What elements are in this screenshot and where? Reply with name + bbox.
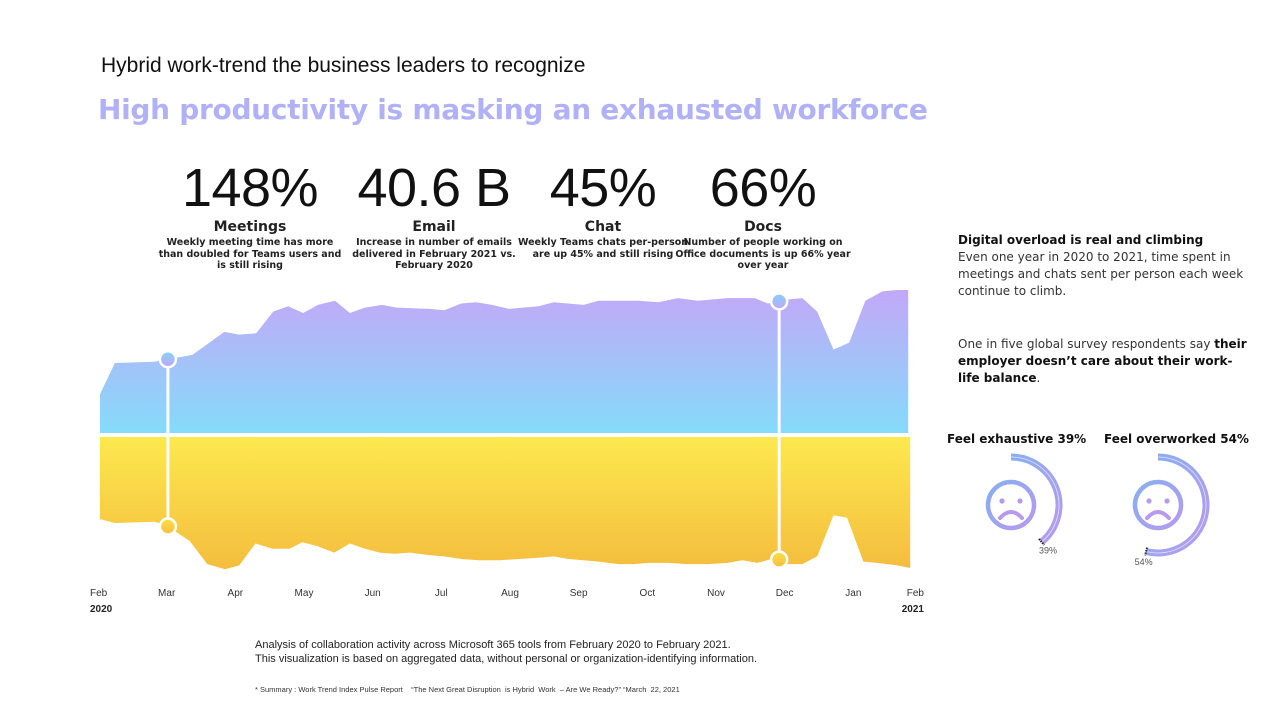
stat-description: Weekly Teams chats per-person are up 45%… — [517, 237, 689, 260]
source-citation: * Summary : Work Trend Index Pulse Repor… — [255, 685, 680, 694]
x-tick-label: Mar — [158, 588, 176, 599]
overload-title: Digital overload is real and climbing — [958, 233, 1204, 247]
x-tick-label: Jan — [845, 588, 861, 599]
stat-value: 66% — [709, 158, 817, 218]
gauge-end-marker — [1038, 538, 1045, 546]
lower-activity-area — [100, 435, 911, 570]
x-tick-label: Feb — [907, 588, 925, 599]
stat-value: 45% — [549, 158, 657, 218]
overload-text: Even one year in 2020 to 2021, time spen… — [958, 250, 1244, 298]
stat-description: Increase in number of emails delivered i… — [352, 237, 516, 271]
stat-email: 40.6 B Email Increase in number of email… — [339, 158, 529, 272]
page-subtitle: Hybrid work-trend the business leaders t… — [101, 54, 586, 77]
highlight-dot-bottom-dec — [769, 550, 789, 569]
highlight-dot-top-mar — [158, 350, 178, 369]
stat-meetings: 148% Meetings Weekly meeting time has mo… — [155, 158, 345, 272]
gauge-overworked: 54% — [1132, 453, 1210, 567]
x-year-start: 2020 — [90, 604, 113, 615]
gauge-arc-highlight — [1145, 456, 1207, 554]
gauge-title-overworked: Feel overworked 54% — [1104, 432, 1249, 446]
highlight-dot-top-dec — [769, 292, 789, 311]
overload-text-block: Digital overload is real and climbing Ev… — [958, 232, 1248, 300]
stat-label: Docs — [744, 219, 782, 235]
page-headline: High productivity is masking an exhauste… — [98, 93, 928, 126]
x-tick-label: Oct — [640, 588, 656, 599]
stat-value: 148% — [181, 158, 319, 218]
x-tick-label: Apr — [228, 588, 244, 599]
stat-value: 40.6 B — [357, 158, 511, 218]
sad-face-icon — [985, 479, 1037, 531]
x-year-end: 2021 — [902, 604, 925, 615]
x-tick-label: May — [295, 588, 314, 599]
x-tick-label: Jun — [365, 588, 381, 599]
stat-label: Chat — [584, 219, 622, 235]
stat-label: Email — [412, 219, 456, 235]
gauge-arc-highlight — [1010, 456, 1060, 543]
x-tick-label: Aug — [501, 588, 519, 599]
survey-text-bold: their employer doesn’t care about their … — [958, 337, 1247, 385]
gauge-percent-label: 54% — [1135, 557, 1153, 567]
highlight-dot-bottom-mar — [158, 517, 178, 536]
survey-text: One in five global survey respondents sa… — [958, 337, 1215, 351]
gauge-exhaustive: 39% — [985, 453, 1063, 556]
stat-label: Meetings — [213, 219, 287, 235]
survey-text-block: One in five global survey respondents sa… — [958, 336, 1248, 387]
x-tick-label: Feb — [90, 588, 108, 599]
x-tick-label: Sep — [570, 588, 588, 599]
x-tick-label: Nov — [707, 588, 725, 599]
analysis-note-line1: Analysis of collaboration activity acros… — [255, 639, 731, 651]
survey-text-end: . — [1036, 371, 1041, 385]
stat-chat: 45% Chat Weekly Teams chats per-person a… — [508, 158, 698, 260]
upper-activity-area — [100, 290, 909, 435]
stat-description: Weekly meeting time has more than double… — [158, 237, 342, 271]
analysis-note-line2: This visualization is based on aggregate… — [255, 653, 758, 665]
gauge-percent-label: 39% — [1039, 546, 1057, 556]
x-tick-label: Jul — [435, 588, 448, 599]
stat-description: Number of people working on Office docum… — [675, 237, 851, 271]
analysis-note: Analysis of collaboration activity acros… — [255, 638, 757, 666]
gauge-end-marker — [1144, 547, 1149, 556]
x-tick-label: Dec — [776, 588, 794, 599]
sad-face-icon — [1132, 479, 1184, 531]
gauge-arc — [1145, 453, 1210, 557]
stat-docs: 66% Docs Number of people working on Off… — [668, 158, 858, 272]
gauge-title-exhaustive: Feel exhaustive 39% — [947, 432, 1087, 446]
